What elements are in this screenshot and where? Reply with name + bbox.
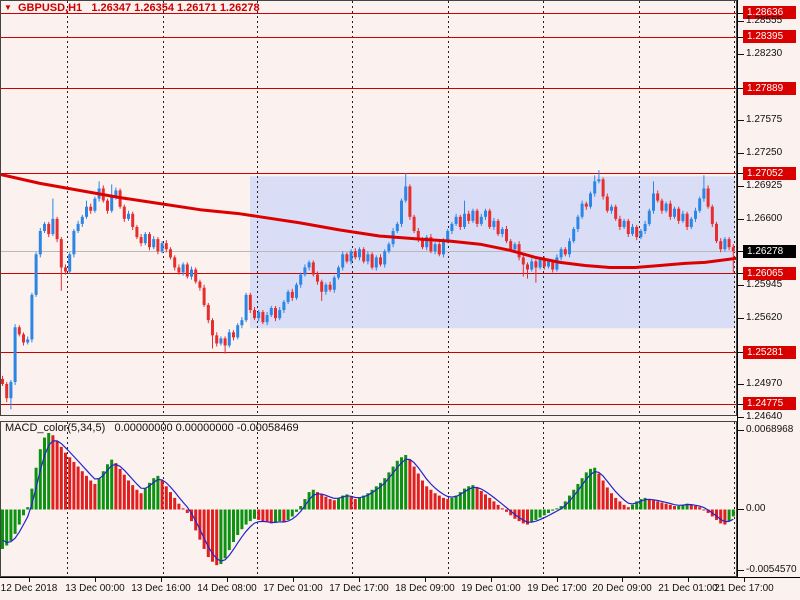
indicator-name: MACD_color(5,34,5) xyxy=(5,422,106,434)
time-axis-label: 19 Dec 01:00 xyxy=(461,583,521,594)
time-axis-label: 18 Dec 09:00 xyxy=(395,583,455,594)
symbol-label: GBPUSD,H1 xyxy=(17,2,83,14)
price-level-badge: 1.28636 xyxy=(743,6,796,19)
time-axis-label: 17 Dec 01:00 xyxy=(263,583,323,594)
price-axis-label: 1.24970 xyxy=(746,378,783,389)
quote-values: 1.26347 1.26354 1.26171 1.26278 xyxy=(91,2,260,14)
candlestick-series xyxy=(1,170,735,410)
macd-histogram xyxy=(1,432,735,566)
price-axis-label: 1.28555 xyxy=(746,15,783,26)
price-axis-label: 1.27250 xyxy=(746,147,783,158)
price-axis-label: 1.26600 xyxy=(746,213,783,224)
price-level-badge: 1.27889 xyxy=(743,82,796,95)
price-level-badge: 1.26065 xyxy=(743,267,796,280)
macd-axis-label: -0.0054570 xyxy=(746,564,797,575)
indicator-values: 0.00000000 0.00000000 -0.00058469 xyxy=(114,422,299,434)
time-axis-label: 17 Dec 17:00 xyxy=(329,583,389,594)
time-axis-label: 19 Dec 17:00 xyxy=(527,583,587,594)
axis-ticks xyxy=(737,13,744,571)
level-lines xyxy=(0,13,736,405)
dropdown-arrow-icon[interactable]: ▼ xyxy=(4,3,12,12)
macd-signal-line xyxy=(2,440,734,562)
price-axis-label: 1.25945 xyxy=(746,279,783,290)
time-axis-label: 13 Dec 00:00 xyxy=(65,583,125,594)
time-axis-label: 13 Dec 16:00 xyxy=(131,583,191,594)
time-axis-label: 21 Dec 01:00 xyxy=(658,583,718,594)
current-price-badge: 1.26278 xyxy=(743,245,796,258)
price-level-badge: 1.24775 xyxy=(743,397,796,410)
price-axis-label: 1.27575 xyxy=(746,114,783,125)
time-axis-label: 12 Dec 2018 xyxy=(0,583,58,594)
price-level-badge: 1.27052 xyxy=(743,167,796,180)
price-axis-label: 1.28230 xyxy=(746,48,783,59)
price-axis-label: 1.25620 xyxy=(746,312,783,323)
macd-axis-label: 0.0068968 xyxy=(746,424,794,435)
macd-pane-border xyxy=(0,421,737,577)
time-axis-label: 21 Dec 17:00 xyxy=(714,583,774,594)
main-pane-border xyxy=(0,0,737,416)
indicator-header: MACD_color(5,34,5) 0.00000000 0.00000000… xyxy=(5,422,299,434)
price-level-badge: 1.25281 xyxy=(743,346,796,359)
time-axis-label: 14 Dec 08:00 xyxy=(197,583,257,594)
price-axis-label: 1.24640 xyxy=(746,411,783,422)
price-axis-label: 1.26925 xyxy=(746,180,783,191)
macd-axis-label: 0.00 xyxy=(746,503,766,514)
price-level-badge: 1.28395 xyxy=(743,30,796,43)
moving-average-line xyxy=(1,172,736,269)
symbol-quote-header: ▼ GBPUSD,H1 1.26347 1.26354 1.26171 1.26… xyxy=(4,2,260,14)
time-axis-label: 20 Dec 09:00 xyxy=(592,583,652,594)
